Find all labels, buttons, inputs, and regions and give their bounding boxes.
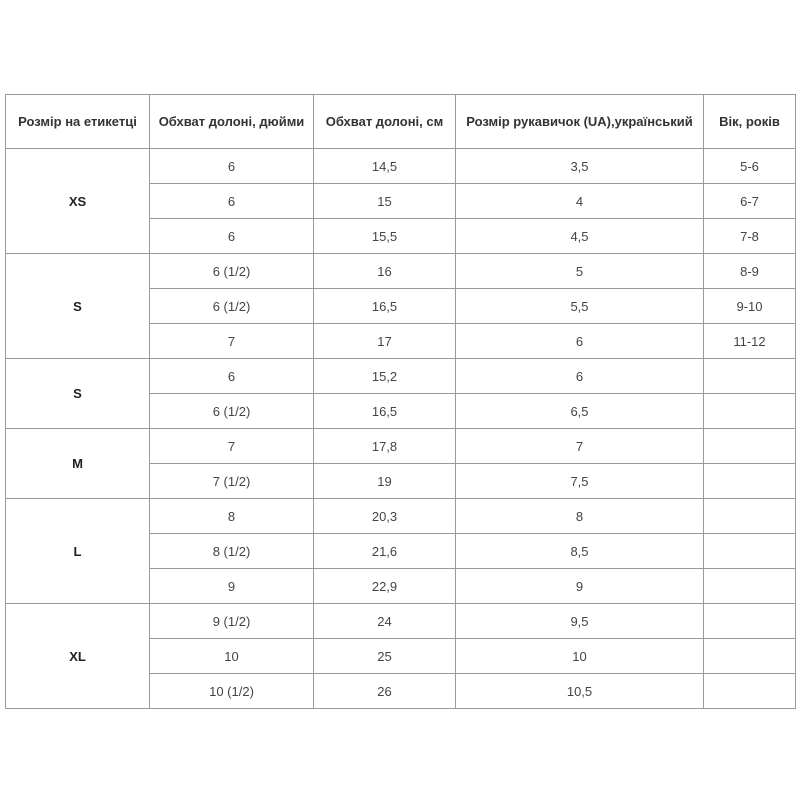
size-chart-table: Розмір на етикетці Обхват долоні, дюйми … <box>5 94 796 709</box>
palm-cm-cell: 24 <box>313 603 456 639</box>
age-cell <box>703 358 796 394</box>
glove-size-cell: 6 <box>455 358 704 394</box>
palm-inches-cell: 6 (1/2) <box>149 288 314 324</box>
palm-inches-cell: 8 (1/2) <box>149 533 314 569</box>
age-cell <box>703 533 796 569</box>
palm-inches-cell: 6 <box>149 183 314 219</box>
palm-inches-cell: 6 <box>149 218 314 254</box>
age-cell <box>703 673 796 709</box>
table-row: S 6 15,2 6 <box>5 358 796 429</box>
palm-cm-cell: 17 <box>313 323 456 359</box>
size-label-cell: XS <box>5 148 150 254</box>
palm-cm-cell: 16,5 <box>313 288 456 324</box>
size-label-cell: S <box>5 358 150 429</box>
age-cell: 9-10 <box>703 288 796 324</box>
glove-size-cell: 4,5 <box>455 218 704 254</box>
glove-size-cell: 7,5 <box>455 463 704 499</box>
glove-size-cell: 3,5 <box>455 148 704 184</box>
size-label-cell: S <box>5 253 150 359</box>
glove-size-cell: 7 <box>455 428 704 464</box>
palm-cm-cell: 22,9 <box>313 568 456 604</box>
table-row: L 8 20,3 8 <box>5 498 796 604</box>
age-cell: 11-12 <box>703 323 796 359</box>
age-cell: 5-6 <box>703 148 796 184</box>
palm-inches-cell: 9 (1/2) <box>149 603 314 639</box>
palm-inches-cell: 7 (1/2) <box>149 463 314 499</box>
age-cell <box>703 638 796 674</box>
table-body: XS 6 14,5 3,5 5-6 6 15 4 6-7 6 15,5 4,5 7-8 S 6 (1/2) 1… <box>5 148 796 709</box>
palm-inches-cell: 7 <box>149 428 314 464</box>
palm-inches-cell: 10 (1/2) <box>149 673 314 709</box>
glove-size-cell: 9 <box>455 568 704 604</box>
age-cell: 8-9 <box>703 253 796 289</box>
table-row: 10 (1/2) 26 10,5 <box>6 673 796 709</box>
table-row: 7 17 6 11-12 <box>6 323 796 359</box>
glove-size-cell: 6 <box>455 323 704 359</box>
header-palm-cm: Обхват долоні, см <box>313 94 456 149</box>
age-cell <box>703 428 796 464</box>
palm-cm-cell: 26 <box>313 673 456 709</box>
glove-size-cell: 8 <box>455 498 704 534</box>
palm-cm-cell: 15,5 <box>313 218 456 254</box>
header-glove-size-ua: Розмір рукавичок (UA),український <box>455 94 704 149</box>
size-label-cell: XL <box>5 603 150 709</box>
age-cell: 7-8 <box>703 218 796 254</box>
palm-inches-cell: 9 <box>149 568 314 604</box>
table-row: 7 (1/2) 19 7,5 <box>6 463 796 499</box>
glove-size-cell: 10,5 <box>455 673 704 709</box>
palm-inches-cell: 6 (1/2) <box>149 253 314 289</box>
palm-cm-cell: 16 <box>313 253 456 289</box>
glove-size-cell: 10 <box>455 638 704 674</box>
palm-cm-cell: 15 <box>313 183 456 219</box>
palm-cm-cell: 21,6 <box>313 533 456 569</box>
palm-cm-cell: 14,5 <box>313 148 456 184</box>
palm-cm-cell: 16,5 <box>313 393 456 429</box>
table-row: M 7 17,8 7 <box>5 428 796 499</box>
palm-inches-cell: 7 <box>149 323 314 359</box>
palm-cm-cell: 15,2 <box>313 358 456 394</box>
age-cell <box>703 498 796 534</box>
palm-inches-cell: 6 <box>149 148 314 184</box>
size-label-cell: M <box>5 428 150 499</box>
header-row: Розмір на етикетці Обхват долоні, дюйми … <box>5 94 796 149</box>
table-row: 6 (1/2) 16,5 6,5 <box>6 393 796 429</box>
age-cell <box>703 463 796 499</box>
size-label-cell: L <box>5 498 150 604</box>
age-cell: 6-7 <box>703 183 796 219</box>
table-row: XL 9 (1/2) 24 9,5 <box>5 603 796 709</box>
glove-size-cell: 8,5 <box>455 533 704 569</box>
header-label-size: Розмір на етикетці <box>5 94 150 149</box>
palm-cm-cell: 20,3 <box>313 498 456 534</box>
header-age: Вік, років <box>703 94 796 149</box>
glove-size-cell: 5 <box>455 253 704 289</box>
header-palm-inches: Обхват долоні, дюйми <box>149 94 314 149</box>
table-row: 6 15 4 6-7 <box>6 183 796 219</box>
age-cell <box>703 603 796 639</box>
glove-size-cell: 5,5 <box>455 288 704 324</box>
age-cell <box>703 568 796 604</box>
palm-cm-cell: 19 <box>313 463 456 499</box>
table-row: 10 25 10 <box>6 638 796 674</box>
glove-size-cell: 4 <box>455 183 704 219</box>
age-cell <box>703 393 796 429</box>
palm-inches-cell: 6 (1/2) <box>149 393 314 429</box>
palm-inches-cell: 10 <box>149 638 314 674</box>
palm-inches-cell: 6 <box>149 358 314 394</box>
table-row: 9 22,9 9 <box>6 568 796 604</box>
table-row: XS 6 14,5 3,5 5-6 <box>5 148 796 254</box>
palm-cm-cell: 17,8 <box>313 428 456 464</box>
glove-size-cell: 6,5 <box>455 393 704 429</box>
palm-cm-cell: 25 <box>313 638 456 674</box>
glove-size-cell: 9,5 <box>455 603 704 639</box>
palm-inches-cell: 8 <box>149 498 314 534</box>
